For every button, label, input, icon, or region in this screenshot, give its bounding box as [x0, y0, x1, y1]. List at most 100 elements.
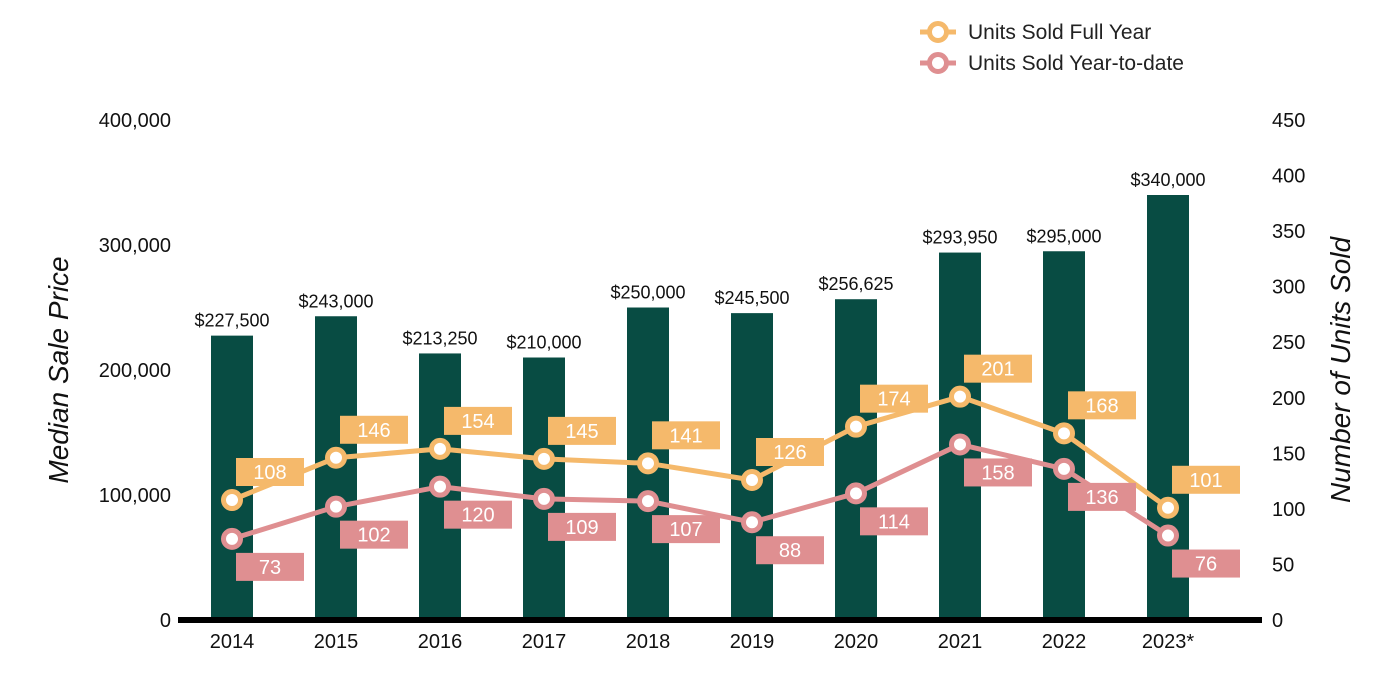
bar-value-label: $295,000: [1026, 226, 1101, 246]
series-point: [533, 447, 555, 470]
point-value-label: 158: [981, 462, 1014, 484]
point-value-label: 146: [357, 420, 390, 442]
right-axis-ticks: 0 50 100 150 200 250 300 350 400 450: [1272, 110, 1305, 632]
left-axis-title: Median Sale Price: [43, 256, 74, 483]
bars-layer: [211, 195, 1189, 620]
point-value-label: 88: [779, 540, 801, 562]
bar-value-label: $213,250: [402, 328, 477, 348]
right-axis-title: Number of Units Sold: [1325, 236, 1356, 504]
point-label-box: [236, 458, 304, 486]
right-tick-label: 300: [1272, 277, 1305, 299]
point-value-label: 201: [981, 359, 1014, 381]
point-label-box: [652, 515, 720, 544]
point-value-label: 114: [878, 511, 910, 533]
bar: [835, 299, 877, 620]
point-label-box: [964, 458, 1032, 487]
point-label-box: [444, 500, 512, 529]
x-axis: 2014 2015 2016 2017 2018 2019 2020 2021 2022 2023…: [178, 617, 1262, 653]
labels-layer: $227,500 $243,000 $213,250 $210,000 $250,000…: [194, 170, 1240, 581]
point-value-label: 102: [357, 525, 390, 547]
legend-swatch-marker: [927, 21, 949, 43]
point-label-box: [1068, 391, 1136, 420]
point-label-box: [756, 536, 824, 565]
series-point: [325, 446, 347, 469]
bar-value-label: $243,000: [298, 291, 373, 311]
x-tick-label: 2014: [210, 631, 255, 653]
x-tick-label: 2023*: [1142, 631, 1194, 653]
legend-label: Units Sold Year-to-date: [968, 52, 1184, 75]
right-tick-label: 100: [1272, 499, 1305, 521]
x-tick-label: 2019: [730, 631, 775, 653]
series-point: [533, 487, 555, 510]
series-point: [1053, 457, 1075, 480]
series-point: [949, 385, 971, 408]
series-point: [949, 433, 971, 456]
series-line: [229, 394, 1171, 511]
x-tick-label: 2016: [418, 631, 463, 653]
bar: [1147, 195, 1189, 620]
point-value-label: 107: [669, 519, 702, 541]
right-tick-label: 400: [1272, 166, 1305, 188]
left-tick-label: 400,000: [99, 110, 171, 132]
bar-value-label: $293,950: [922, 228, 997, 248]
bar-value-label: $227,500: [194, 311, 269, 331]
right-tick-label: 250: [1272, 332, 1305, 354]
series-point: [741, 469, 763, 491]
bar-value-label: $340,000: [1130, 170, 1205, 190]
point-label-box: [1068, 482, 1136, 511]
point-label-box: [860, 384, 928, 413]
series-point: [845, 482, 867, 505]
bar-value-label: $250,000: [610, 283, 685, 303]
series-point: [637, 490, 659, 513]
right-tick-label: 200: [1272, 388, 1305, 410]
point-label-box: [236, 552, 304, 581]
legend-swatch-marker: [927, 52, 949, 74]
series-point: [325, 495, 347, 518]
point-label-box: [1172, 549, 1240, 578]
right-tick-label: 150: [1272, 443, 1305, 465]
x-tick-label: 2018: [626, 631, 671, 653]
series-point: [221, 489, 243, 511]
point-value-label: 154: [461, 411, 494, 433]
series-point: [429, 475, 451, 498]
legend: Units Sold Full Year Units Sold Year-to-d…: [920, 21, 1184, 75]
series-point: [1053, 422, 1075, 445]
point-label-box: [652, 421, 720, 450]
series-point: [845, 415, 867, 438]
series-point: [637, 452, 659, 475]
x-tick-label: 2015: [314, 631, 359, 653]
left-tick-label: 100,000: [99, 485, 171, 507]
x-tick-label: 2017: [522, 631, 567, 653]
right-tick-label: 350: [1272, 221, 1305, 243]
point-value-label: 73: [259, 557, 281, 579]
right-tick-label: 50: [1272, 554, 1294, 576]
point-value-label: 145: [565, 421, 598, 443]
point-value-label: 108: [253, 462, 286, 484]
legend-label: Units Sold Full Year: [968, 21, 1151, 44]
point-value-label: 109: [565, 517, 598, 539]
point-value-label: 76: [1195, 554, 1217, 576]
lines-layer: [221, 385, 1179, 550]
point-label-box: [964, 354, 1032, 383]
point-value-label: 174: [877, 389, 910, 411]
point-value-label: 168: [1085, 395, 1118, 417]
point-label-box: [548, 512, 616, 541]
bar-value-label: $210,000: [506, 333, 581, 353]
left-tick-label: 300,000: [99, 235, 171, 257]
series-point: [221, 527, 243, 550]
point-value-label: 120: [461, 505, 494, 527]
right-tick-label: 0: [1272, 610, 1283, 632]
point-value-label: 101: [1189, 470, 1222, 492]
left-tick-label: 0: [160, 610, 171, 632]
point-label-box: [548, 416, 616, 445]
right-tick-label: 450: [1272, 110, 1305, 132]
left-axis-ticks: 0 100,000 200,000 300,000 400,000: [99, 110, 171, 632]
x-tick-label: 2021: [938, 631, 983, 653]
point-label-box: [340, 520, 408, 549]
x-tick-label: 2020: [834, 631, 879, 653]
x-tick-label: 2022: [1042, 631, 1087, 653]
series-point: [1157, 496, 1179, 519]
left-tick-label: 200,000: [99, 360, 171, 382]
bar: [731, 313, 773, 620]
